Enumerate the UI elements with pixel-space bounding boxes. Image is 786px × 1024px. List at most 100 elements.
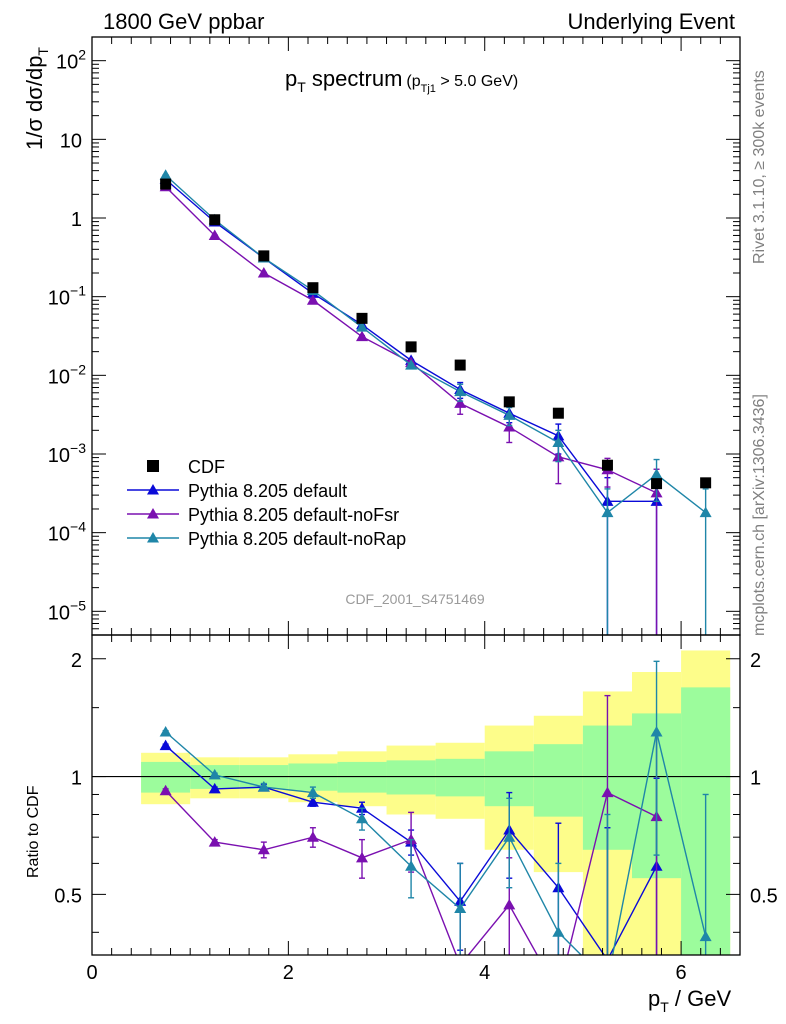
x-tick-label: 0 — [86, 962, 97, 984]
ratio-marker — [454, 902, 467, 914]
y-tick-label: 1 — [71, 209, 82, 231]
legend-marker — [147, 484, 159, 495]
series-line — [165, 186, 657, 494]
main-series-group — [159, 169, 712, 635]
ratio-marker — [405, 833, 418, 845]
series-marker — [159, 169, 172, 180]
x-axis-label: pT / GeV — [648, 986, 731, 1015]
ratio-tick-label-right: 0.5 — [750, 885, 778, 907]
ratio-marker — [454, 959, 466, 970]
rivet-label: Rivet 3.1.10, ≥ 300k events — [751, 70, 768, 264]
y-tick-label: 10 — [60, 130, 82, 152]
series-marker — [454, 385, 467, 397]
y-tick-label: 10−4 — [48, 519, 86, 546]
ratio-marker — [699, 930, 712, 942]
header-left: 1800 GeV ppbar — [103, 9, 264, 34]
data-point — [454, 359, 466, 371]
ratio-marker — [257, 781, 270, 792]
mcplots-label: mcplots.cern.ch [arXiv:1306.3436] — [751, 394, 768, 636]
stat-uncertainty-band — [435, 758, 485, 797]
series-marker — [356, 330, 368, 342]
ratio-marker — [601, 786, 614, 798]
series-line — [165, 174, 707, 514]
series-2 — [159, 180, 663, 635]
data-point — [405, 341, 417, 353]
ratio-marker — [159, 725, 172, 737]
header-right: Underlying Event — [567, 9, 735, 34]
ratio-tick-label-right: 2 — [750, 650, 761, 672]
legend-marker-data — [147, 460, 159, 472]
x-tick-label: 6 — [676, 962, 687, 984]
plot-title: pT spectrum (pTj1 > 5.0 GeV) — [285, 66, 518, 95]
y-tick-label: 102 — [56, 47, 86, 74]
series-marker — [405, 359, 418, 370]
data-point — [307, 282, 319, 294]
data-point — [160, 178, 172, 190]
legend-label: Pythia 8.205 default-noRap — [188, 529, 406, 549]
main-panel: 102 10 1 10−1 10−2 10−3 10−4 10−5 — [48, 36, 741, 636]
x-tick-label: 2 — [283, 962, 294, 984]
ratio-tick-label-left: 2 — [71, 650, 82, 672]
series-marker — [306, 294, 319, 305]
legend-label-data: CDF — [188, 457, 225, 477]
ratio-series-3 — [159, 660, 712, 986]
series-3 — [159, 169, 712, 635]
series-marker — [552, 436, 565, 447]
data-point — [700, 477, 712, 489]
ratio-tick-label-right: 1 — [750, 768, 761, 790]
series-marker — [650, 468, 663, 479]
y-tick-label: 10−5 — [48, 597, 86, 624]
ratio-marker — [503, 831, 516, 842]
legend-label: Pythia 8.205 default-noFsr — [188, 505, 399, 525]
series-1 — [159, 173, 663, 635]
y-tick-label: 10−2 — [48, 361, 86, 388]
series-marker — [601, 506, 614, 518]
stat-uncertainty-band — [386, 760, 436, 795]
ratio-marker — [356, 851, 368, 863]
data-point — [209, 214, 221, 226]
legend: CDF Pythia 8.205 default Pythia 8.205 defa… — [127, 457, 406, 549]
ratio-marker — [650, 725, 663, 737]
ratio-series-group — [159, 660, 712, 998]
ratio-marker — [306, 831, 319, 842]
ratio-marker — [405, 860, 418, 871]
data-point — [601, 459, 613, 471]
y-tick-label: 10−3 — [48, 440, 86, 467]
stat-uncertainty-band — [533, 744, 583, 817]
series-marker — [208, 229, 221, 240]
main-ylabel: 1/σ dσ/dpT — [22, 47, 51, 150]
ratio-marker — [208, 782, 221, 794]
ratio-marker — [306, 786, 319, 798]
ratio-marker — [503, 898, 516, 910]
legend-marker — [147, 532, 159, 543]
ratio-marker — [601, 975, 613, 986]
ratio-marker — [159, 739, 172, 751]
series-marker — [503, 409, 516, 420]
ratio-marker — [208, 836, 221, 847]
ratio-marker — [208, 768, 221, 780]
y-tick-label: 10−1 — [48, 283, 86, 310]
ratio-tick-label-left: 0.5 — [54, 885, 82, 907]
series-marker — [454, 397, 467, 408]
ratio-marker — [356, 812, 368, 824]
ratio-marker — [306, 796, 319, 807]
ratio-marker — [552, 926, 565, 937]
data-point — [356, 312, 368, 324]
series-marker — [699, 506, 712, 518]
ratio-tick-label-left: 1 — [71, 768, 82, 790]
ratio-ylabel: Ratio to CDF — [25, 785, 42, 878]
legend-label: Pythia 8.205 default — [188, 481, 347, 501]
ratio-marker — [552, 987, 564, 998]
series-line — [165, 178, 657, 503]
ratio-panel: 0 2 4 6 2 2 1 1 0.5 0.5 — [54, 634, 778, 998]
stat-uncertainty-band — [337, 761, 387, 793]
data-point — [258, 250, 270, 262]
ratio-marker — [356, 802, 368, 813]
ratio-line — [165, 731, 707, 955]
x-tick-label: 4 — [479, 962, 490, 984]
legend-marker — [147, 508, 159, 519]
data-point — [552, 407, 564, 419]
data-point — [651, 478, 663, 490]
series-marker — [356, 321, 368, 332]
